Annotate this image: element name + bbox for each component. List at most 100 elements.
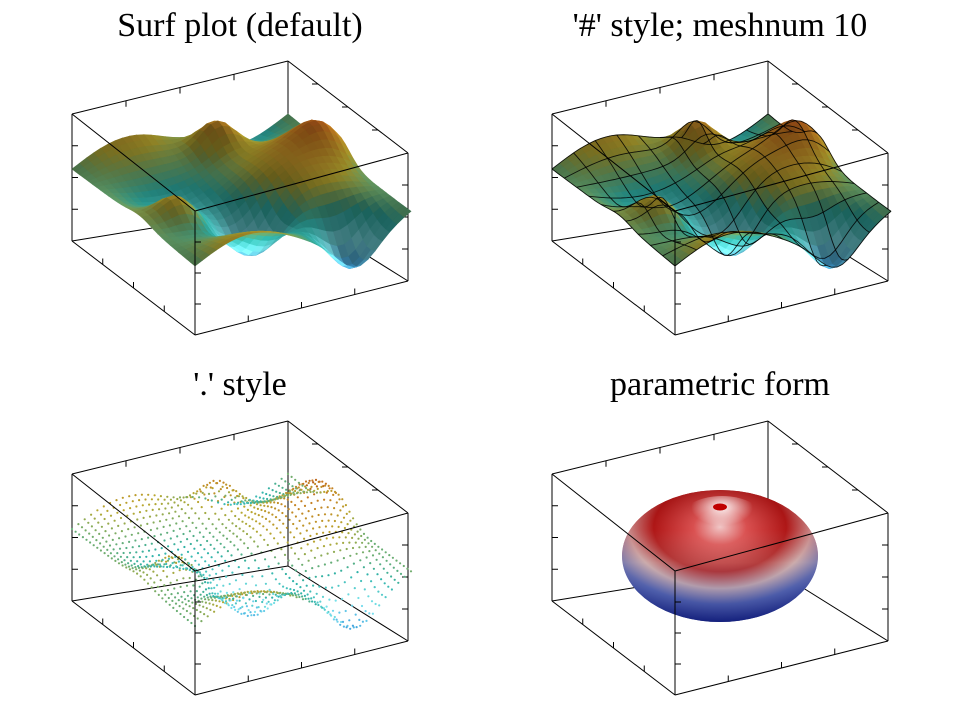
surface-point (113, 555, 116, 558)
surface-point (180, 553, 183, 556)
surface-point (174, 602, 178, 605)
surface-point (271, 489, 274, 492)
surface-point (396, 569, 399, 573)
surface-point (133, 526, 136, 529)
surface-point (272, 523, 275, 526)
surface-point (123, 522, 126, 525)
surface-point (348, 619, 351, 622)
surface-point (360, 604, 364, 608)
surface-point (123, 559, 126, 562)
surface-point (385, 559, 388, 562)
surface-point (120, 530, 123, 533)
surface-point (77, 523, 80, 526)
mesh-line (674, 210, 892, 268)
surface-point (117, 562, 121, 565)
surface-point (220, 507, 223, 510)
surface-point (298, 489, 301, 492)
surface-point (361, 541, 364, 544)
surface-point (342, 625, 345, 628)
surface-point (234, 608, 237, 612)
surface-point (154, 503, 157, 506)
surface-point (136, 572, 139, 575)
surface-point (402, 564, 405, 568)
surface-point (127, 565, 131, 568)
surface-point (251, 575, 254, 578)
surface-point (187, 516, 191, 520)
surface-point (323, 563, 326, 566)
surface-point (321, 595, 325, 599)
surface-point (322, 545, 326, 548)
surface-point (273, 501, 276, 504)
surface-point (287, 559, 290, 562)
surface-point (315, 532, 318, 536)
surface-point (138, 510, 142, 514)
surface-point (160, 547, 163, 550)
surface-point (155, 559, 158, 562)
surface-point (376, 573, 379, 576)
surface-point (265, 528, 268, 531)
surface-point (188, 605, 191, 608)
surface-point (344, 504, 347, 507)
surface-point (315, 592, 318, 595)
surface-point (204, 598, 207, 601)
surface-point (305, 487, 308, 490)
surface-point (374, 602, 377, 606)
surface-point (204, 497, 207, 500)
surface-point (315, 485, 318, 488)
surface-point (317, 565, 320, 568)
surface-point (262, 525, 265, 528)
surface-point (192, 607, 195, 610)
surface-point (235, 525, 238, 528)
surface-point (177, 504, 180, 507)
surface-point (310, 485, 313, 488)
surface-point (268, 588, 271, 592)
surface-point (195, 526, 198, 529)
surface-point (278, 519, 281, 522)
surface-point (239, 538, 242, 541)
surface-point (163, 584, 166, 587)
surface-point (371, 554, 375, 557)
surface-point (175, 522, 178, 525)
surface-point (222, 534, 225, 537)
surface-point (406, 567, 409, 570)
surface-point (333, 490, 337, 493)
surface-point (320, 554, 323, 557)
surface-point (252, 600, 255, 603)
surface-point (182, 567, 185, 571)
sphere-highlight (678, 496, 766, 548)
surface-point (196, 617, 199, 620)
mesh-line (638, 181, 855, 257)
surface-point (298, 574, 301, 577)
surface-point (274, 507, 277, 510)
surface-point (230, 606, 233, 610)
surface-point (359, 624, 362, 627)
surface-point (212, 479, 215, 482)
surface-point (353, 587, 356, 590)
surface-point (171, 517, 174, 520)
mesh-line (650, 192, 867, 247)
surface-point (212, 535, 215, 538)
surface-point (212, 578, 215, 581)
surface-point (295, 487, 298, 490)
surface-point (190, 621, 193, 625)
surface-point (252, 590, 256, 593)
surface-point (330, 489, 333, 492)
surface-point (214, 560, 217, 563)
surface-point (278, 592, 281, 595)
surface-point (187, 599, 190, 603)
surface-point (204, 581, 207, 584)
surface-point (138, 556, 141, 559)
surface-point (238, 588, 241, 591)
surface-point (302, 589, 306, 592)
surface-point (122, 551, 125, 555)
surface-point (180, 595, 183, 598)
surface-point (185, 609, 188, 613)
surface-point (125, 546, 128, 550)
surface-point (91, 535, 94, 539)
surface-point (122, 509, 125, 512)
surface-point (176, 497, 179, 501)
surface-point (269, 590, 272, 593)
surface-point (189, 496, 192, 499)
surface-point (128, 495, 131, 498)
surface-point (275, 490, 278, 493)
